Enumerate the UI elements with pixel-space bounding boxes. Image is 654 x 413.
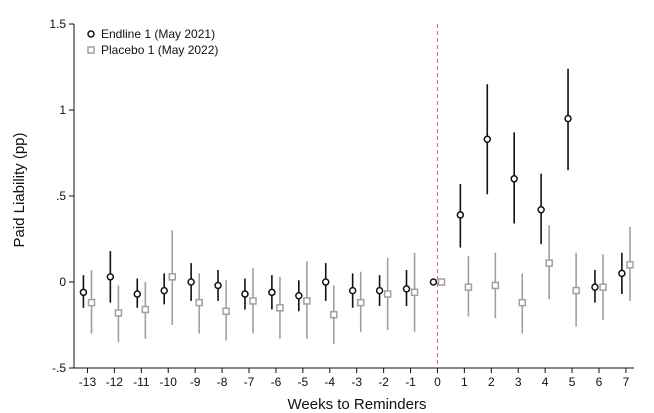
data-point	[348, 286, 357, 295]
x-tick-label: 7	[623, 375, 630, 389]
legend-label: Endline 1 (May 2021)	[101, 27, 215, 41]
data-point	[133, 290, 142, 298]
x-tick-label: -10	[160, 375, 178, 389]
y-axis-title: Paid Liability (pp)	[11, 132, 28, 247]
data-point	[249, 297, 257, 305]
data-point	[491, 281, 500, 290]
x-tick-label: -13	[79, 375, 97, 389]
x-tick-label: -6	[271, 375, 282, 389]
data-point	[330, 310, 338, 319]
data-point	[518, 298, 527, 307]
legend: Endline 1 (May 2021) Placebo 1 (May 2022)	[87, 27, 218, 57]
x-tick-label: 4	[542, 375, 549, 389]
y-axis-ticks: -.5 0 .5 1 1.5	[49, 17, 74, 375]
data-point	[591, 283, 599, 291]
y-tick-label: 1.5	[49, 17, 66, 31]
series-2	[87, 225, 634, 344]
data-point	[295, 292, 303, 300]
data-point	[141, 305, 150, 314]
series-1	[79, 68, 626, 312]
data-point	[626, 261, 634, 269]
x-tick-label: -1	[405, 375, 416, 389]
y-tick-label: -.5	[52, 361, 66, 375]
data-point	[168, 273, 177, 281]
legend-marker	[87, 30, 95, 38]
data-point	[214, 281, 222, 290]
data-point	[437, 278, 446, 286]
x-tick-label: -7	[244, 375, 255, 389]
data-point	[303, 297, 311, 305]
x-tick-label: 6	[596, 375, 603, 389]
data-point	[429, 278, 438, 286]
data-point	[222, 307, 230, 315]
x-axis-title: Weeks to Reminders	[288, 396, 427, 413]
x-axis-ticks: -13 -12 -11 -10 -9 -8 -7 -6 -5 -4 -3 -2 -1 0 1 2 3 4 5 6 7	[79, 368, 630, 389]
x-tick-label: -12	[106, 375, 124, 389]
y-tick-label: 1	[59, 103, 66, 117]
y-tick-label: 0	[59, 275, 66, 289]
data-point	[599, 283, 607, 291]
x-tick-label: -11	[133, 375, 150, 389]
x-tick-label: -9	[190, 375, 201, 389]
data-point	[456, 211, 465, 219]
x-tick-label: 2	[488, 375, 495, 389]
data-point	[618, 269, 626, 278]
data-point	[106, 273, 115, 281]
x-tick-label: -3	[351, 375, 362, 389]
x-tick-label: -5	[298, 375, 309, 389]
data-point	[410, 288, 419, 297]
data-point	[195, 298, 203, 307]
x-tick-label: -4	[324, 375, 335, 389]
x-tick-label: 3	[515, 375, 522, 389]
data-point	[464, 283, 473, 291]
data-point	[383, 290, 392, 298]
data-point	[375, 286, 384, 295]
data-point	[537, 206, 545, 214]
y-tick-label: .5	[56, 189, 66, 203]
data-point	[572, 286, 580, 295]
data-point	[545, 259, 553, 267]
data-point	[160, 286, 168, 295]
data-point	[276, 304, 284, 312]
data-point	[87, 298, 96, 307]
data-point	[510, 175, 518, 183]
x-tick-label: 1	[461, 375, 468, 389]
data-point	[241, 290, 249, 298]
x-tick-label: -8	[217, 375, 228, 389]
data-point	[321, 278, 330, 286]
data-point	[356, 298, 365, 307]
data-point	[564, 114, 572, 123]
data-point	[483, 135, 492, 143]
data-point	[114, 309, 123, 317]
data-marks	[79, 68, 634, 344]
legend-label: Placebo 1 (May 2022)	[101, 43, 218, 57]
data-point	[268, 288, 276, 297]
data-point	[79, 288, 88, 297]
x-tick-label: 0	[434, 375, 441, 389]
legend-marker	[87, 46, 95, 54]
data-point	[402, 285, 411, 293]
data-point	[187, 278, 195, 286]
x-tick-label: 5	[569, 375, 576, 389]
x-tick-label: -2	[378, 375, 389, 389]
